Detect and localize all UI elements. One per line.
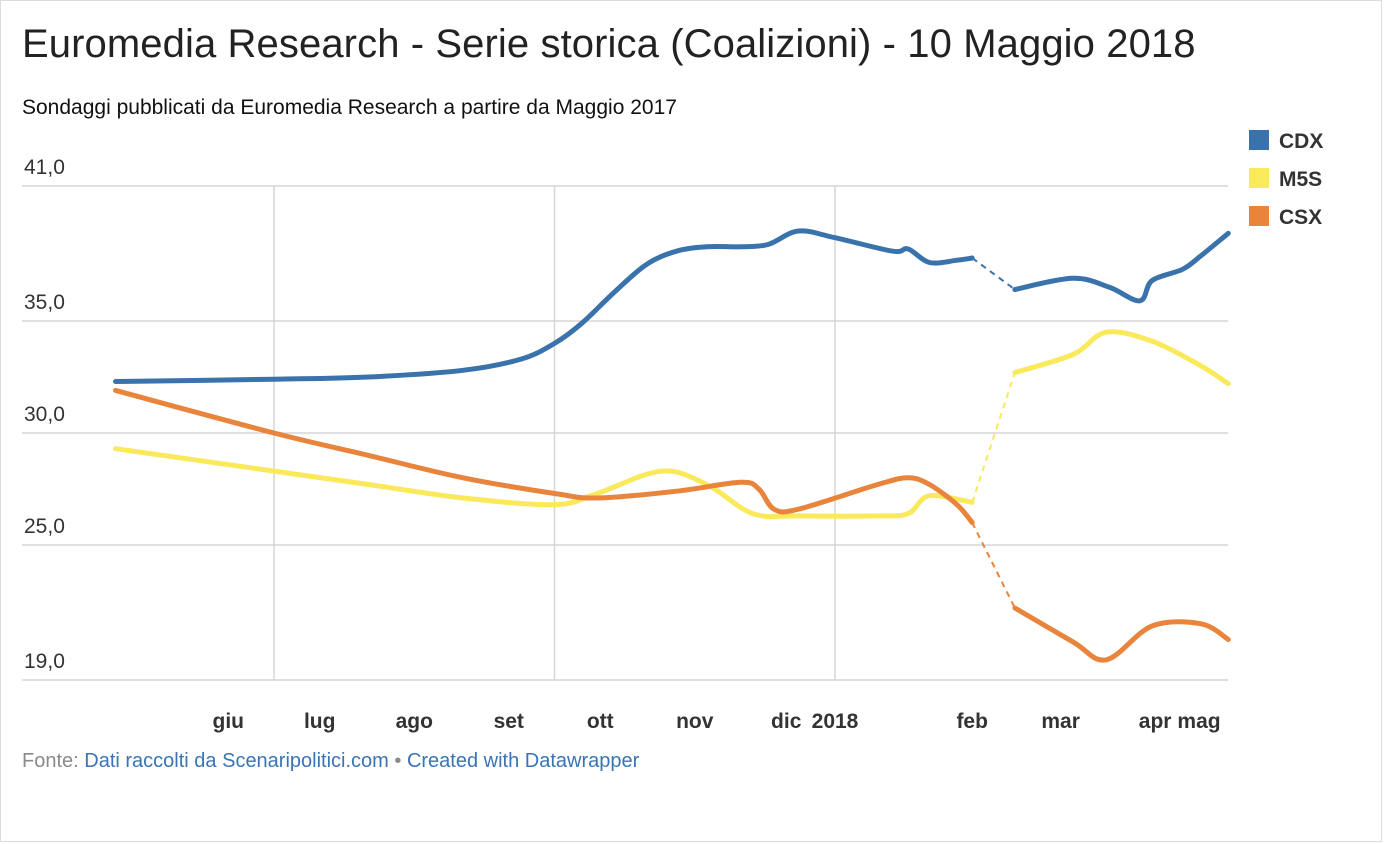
x-tick-label: ago xyxy=(396,710,433,733)
legend-swatch-cdx xyxy=(1249,130,1269,150)
x-tick-label: ott xyxy=(587,710,614,733)
source-link[interactable]: Dati raccolti da Scenaripolitici.com xyxy=(84,750,389,772)
credit-link[interactable]: Created with Datawrapper xyxy=(406,750,640,772)
legend-label-m5s: M5S xyxy=(1279,168,1322,191)
y-tick-label: 30,0 xyxy=(24,403,65,426)
series-m5s-line-recent xyxy=(1012,329,1231,387)
series-cdx-gap xyxy=(971,257,1016,291)
chart-subtitle: Sondaggi pubblicati da Euromedia Researc… xyxy=(22,96,677,119)
series-csx-gap xyxy=(971,522,1016,609)
x-tick-label: set xyxy=(494,710,524,733)
series-csx-line-recent xyxy=(1012,605,1231,663)
legend-label-csx: CSX xyxy=(1279,206,1322,229)
x-tick-label: apr xyxy=(1139,710,1172,733)
legend-swatch-m5s xyxy=(1249,168,1269,188)
x-tick-label: feb xyxy=(956,710,988,733)
series-cdx-line xyxy=(113,228,975,384)
x-tick-label: lug xyxy=(304,710,336,733)
y-tick-label: 25,0 xyxy=(24,515,65,538)
y-tick-label: 35,0 xyxy=(24,291,65,314)
x-tick-label: 2018 xyxy=(812,710,859,733)
footer-separator: • xyxy=(388,750,407,772)
x-tick-label: giu xyxy=(213,710,245,733)
y-tick-label: 41,0 xyxy=(24,156,65,179)
x-tick-label: mar xyxy=(1041,710,1080,733)
legend-label-cdx: CDX xyxy=(1279,130,1323,153)
series-m5s-line xyxy=(113,446,975,520)
legend-swatch-csx xyxy=(1249,206,1269,226)
x-tick-label: dic xyxy=(771,710,802,733)
x-axis-ticks: giu lug ago set ott nov dic 2018 feb mar apr mag xyxy=(213,710,1221,733)
footer-prefix: Fonte: xyxy=(22,750,85,772)
x-tick-label: mag xyxy=(1177,710,1220,733)
grid xyxy=(22,185,1228,681)
chart-title: Euromedia Research - Serie storica (Coal… xyxy=(22,22,1196,66)
series-cdx-line-recent xyxy=(1012,230,1231,304)
y-axis-ticks: 41,0 35,0 30,0 25,0 19,0 xyxy=(24,156,65,673)
series-csx-line xyxy=(113,387,975,526)
y-tick-label: 19,0 xyxy=(24,650,65,673)
x-tick-label: nov xyxy=(676,710,714,733)
legend: CDX M5S CSX xyxy=(1249,130,1323,229)
series-lines xyxy=(113,228,1231,663)
series-m5s-gap xyxy=(971,372,1016,503)
footer: Fonte: Dati raccolti da Scenaripolitici.… xyxy=(22,750,639,773)
